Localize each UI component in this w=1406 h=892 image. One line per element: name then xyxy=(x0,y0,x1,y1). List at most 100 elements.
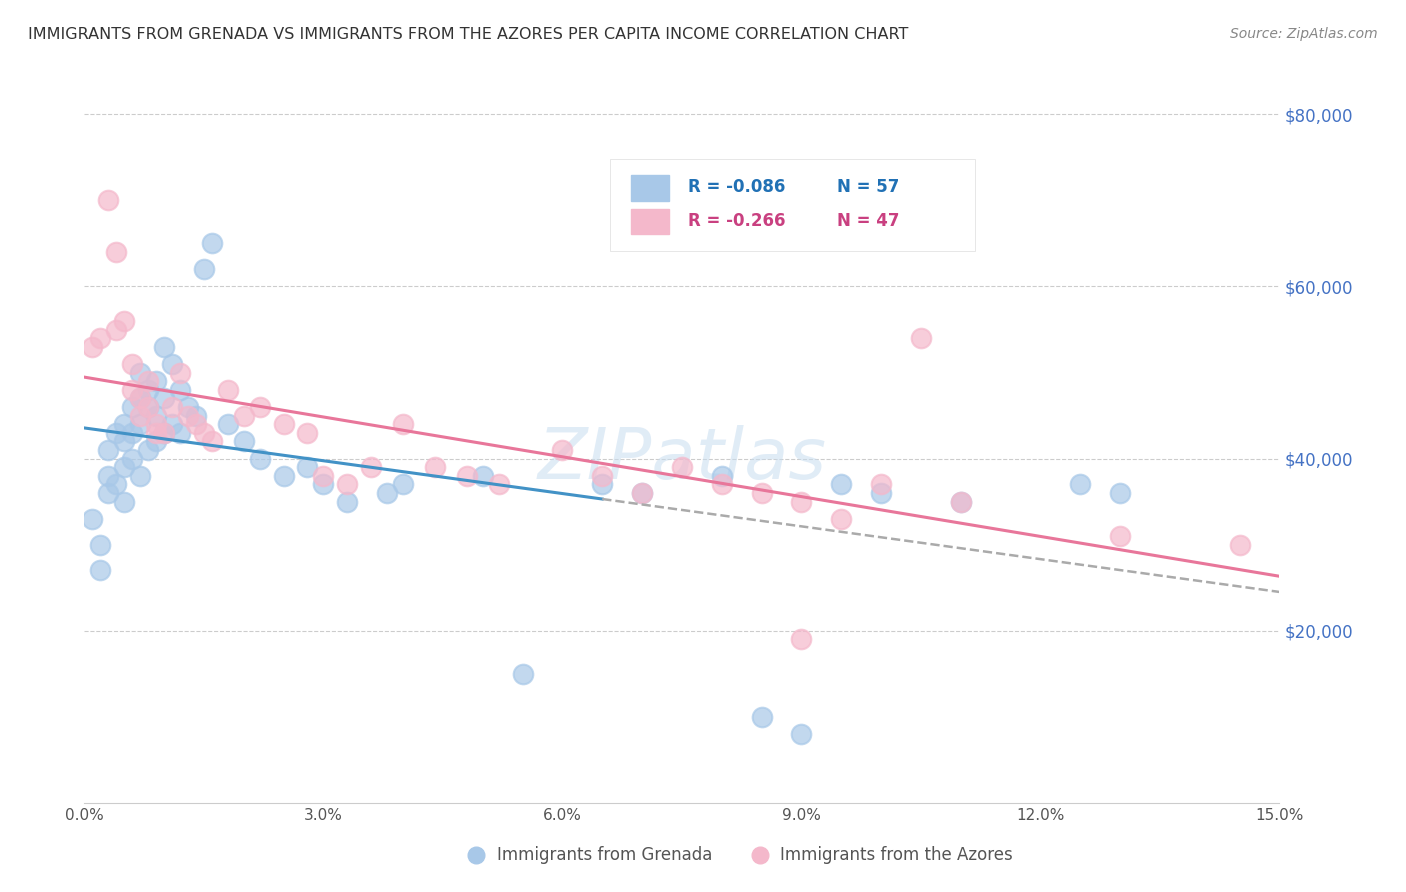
Point xyxy=(631,486,654,500)
Point xyxy=(145,417,167,432)
Point xyxy=(312,477,335,491)
Point xyxy=(153,340,176,354)
Point xyxy=(153,425,176,440)
Point xyxy=(112,434,135,449)
Point xyxy=(375,486,398,500)
Point xyxy=(591,468,613,483)
Point xyxy=(121,400,143,414)
Text: Immigrants from the Azores: Immigrants from the Azores xyxy=(780,847,1012,864)
Point xyxy=(136,400,159,414)
Point xyxy=(89,538,111,552)
Point xyxy=(591,477,613,491)
Point xyxy=(129,392,152,406)
Point xyxy=(232,409,254,423)
Point xyxy=(89,564,111,578)
Point xyxy=(121,383,143,397)
Point xyxy=(136,374,159,388)
Point xyxy=(1229,538,1251,552)
Point xyxy=(312,468,335,483)
Point xyxy=(160,417,183,432)
Point xyxy=(201,236,224,251)
Point xyxy=(169,425,191,440)
Point xyxy=(184,417,207,432)
Text: R = -0.086: R = -0.086 xyxy=(688,178,786,196)
Point xyxy=(551,442,574,457)
Point xyxy=(1069,477,1091,491)
Point xyxy=(336,494,359,508)
Point xyxy=(97,486,120,500)
Point xyxy=(1109,529,1132,543)
Point xyxy=(112,494,135,508)
Point xyxy=(136,383,159,397)
Point xyxy=(273,417,295,432)
Point xyxy=(790,632,813,647)
Point xyxy=(112,417,135,432)
Text: N = 57: N = 57 xyxy=(838,178,900,196)
Point xyxy=(177,409,200,423)
Point xyxy=(82,340,104,354)
Point xyxy=(336,477,359,491)
Point xyxy=(177,400,200,414)
Point xyxy=(710,468,733,483)
Point xyxy=(136,400,159,414)
Point xyxy=(112,314,135,328)
Point xyxy=(193,262,215,277)
Point xyxy=(105,425,128,440)
Point xyxy=(631,486,654,500)
Point xyxy=(392,417,415,432)
Point xyxy=(97,442,120,457)
Point xyxy=(512,666,534,681)
Text: Source: ZipAtlas.com: Source: ZipAtlas.com xyxy=(1230,27,1378,41)
Point xyxy=(129,409,152,423)
FancyBboxPatch shape xyxy=(610,159,974,251)
Text: ZIPatlas: ZIPatlas xyxy=(537,425,827,493)
Point xyxy=(751,486,773,500)
Point xyxy=(160,357,183,371)
Point xyxy=(193,425,215,440)
Point xyxy=(153,392,176,406)
Text: Immigrants from Grenada: Immigrants from Grenada xyxy=(496,847,711,864)
Point xyxy=(169,383,191,397)
Point xyxy=(249,400,271,414)
Point xyxy=(82,512,104,526)
Point xyxy=(830,512,852,526)
Point xyxy=(201,434,224,449)
Point xyxy=(273,468,295,483)
Point xyxy=(392,477,415,491)
Point xyxy=(112,460,135,475)
Point xyxy=(153,425,176,440)
Text: R = -0.266: R = -0.266 xyxy=(688,211,786,229)
Point xyxy=(145,434,167,449)
Point xyxy=(790,494,813,508)
Point xyxy=(121,357,143,371)
Point xyxy=(129,366,152,380)
Point xyxy=(790,727,813,741)
Point xyxy=(830,477,852,491)
Point xyxy=(105,245,128,260)
Point xyxy=(217,417,239,432)
Point xyxy=(184,409,207,423)
Point xyxy=(217,383,239,397)
Bar xyxy=(630,209,669,235)
Point xyxy=(129,392,152,406)
Point xyxy=(89,331,111,345)
Bar xyxy=(630,175,669,201)
Point xyxy=(360,460,382,475)
Point xyxy=(105,322,128,336)
Point xyxy=(121,425,143,440)
Point xyxy=(249,451,271,466)
Point xyxy=(169,366,191,380)
Text: N = 47: N = 47 xyxy=(838,211,900,229)
Point xyxy=(145,425,167,440)
Point xyxy=(1109,486,1132,500)
Point xyxy=(456,468,478,483)
Point xyxy=(145,409,167,423)
Point xyxy=(870,486,893,500)
Point xyxy=(751,710,773,724)
Point xyxy=(129,417,152,432)
Point xyxy=(488,477,510,491)
Point xyxy=(423,460,446,475)
Point xyxy=(105,477,128,491)
Point xyxy=(949,494,972,508)
Point xyxy=(297,460,319,475)
